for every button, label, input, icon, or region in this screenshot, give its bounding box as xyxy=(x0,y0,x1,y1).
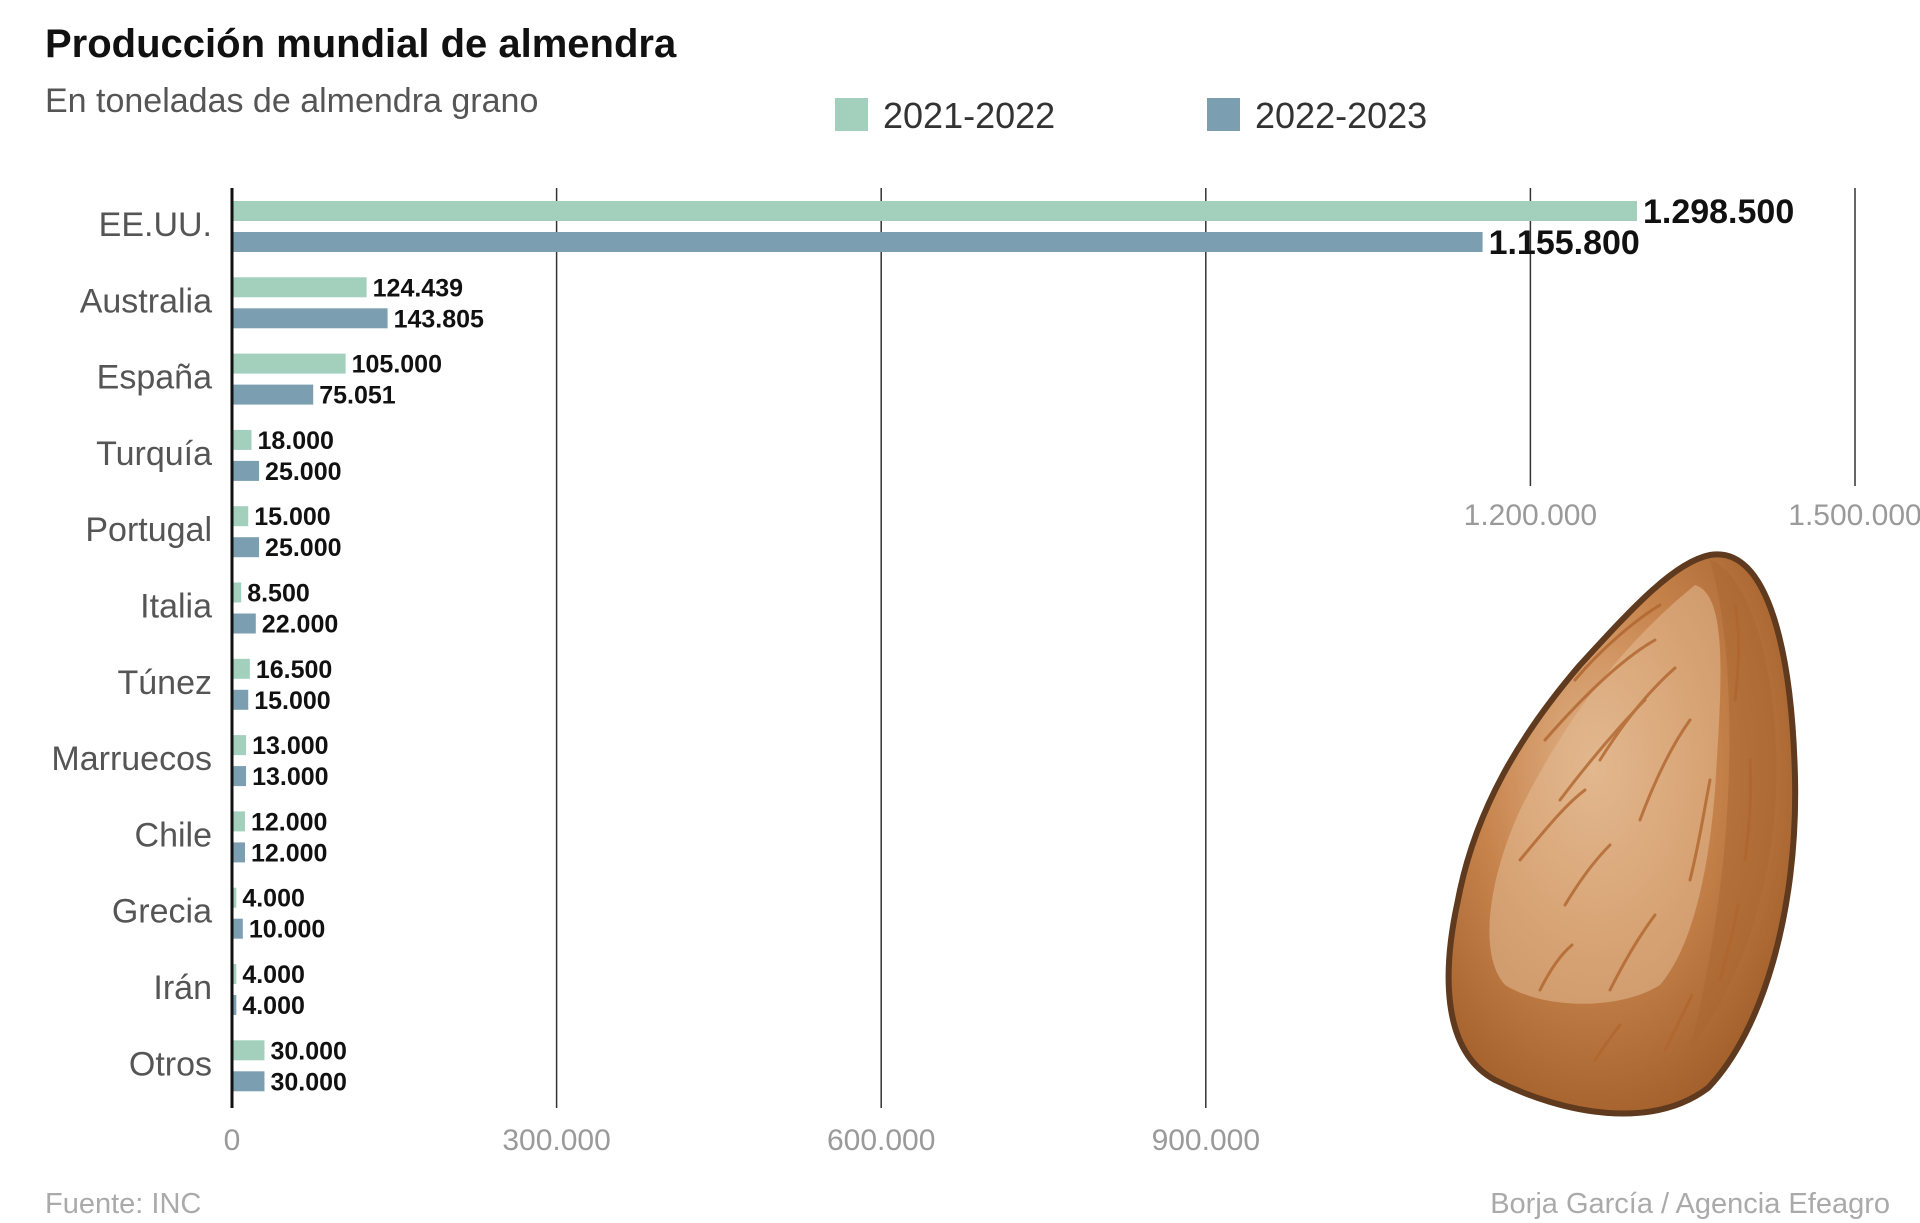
bar-2021-2022 xyxy=(232,964,237,984)
credit-note: Borja García / Agencia Efeagro xyxy=(1490,1188,1890,1220)
category-label: EE.UU. xyxy=(99,206,212,244)
bar-2022-2023 xyxy=(232,1071,265,1092)
bar-2021-2022 xyxy=(232,811,245,832)
category-label: España xyxy=(97,359,212,397)
data-label: 124.439 xyxy=(373,274,463,302)
category-label: Portugal xyxy=(85,511,212,549)
chart-title: Producción mundial de almendra xyxy=(45,22,677,66)
bar-2021-2022 xyxy=(232,1040,265,1061)
bar-2021-2022 xyxy=(232,582,242,603)
category-label: Túnez xyxy=(118,664,213,702)
data-label: 16.500 xyxy=(256,656,332,684)
x-tick-label: 0 xyxy=(224,1124,241,1157)
data-label: 12.000 xyxy=(251,808,327,836)
data-label: 75.051 xyxy=(319,382,396,410)
data-label: 10.000 xyxy=(249,916,325,944)
category-label: Italia xyxy=(140,588,212,626)
category-label: Australia xyxy=(80,282,212,320)
bar-2022-2023 xyxy=(232,766,247,787)
bar-2022-2023 xyxy=(232,537,260,558)
bar-2022-2023 xyxy=(232,232,1483,252)
bar-2021-2022 xyxy=(232,277,367,298)
bar-2021-2022 xyxy=(232,658,250,679)
x-tick-label: 1.200.000 xyxy=(1464,499,1597,532)
chart-subtitle: En toneladas de almendra grano xyxy=(45,82,538,120)
x-tick-label: 300.000 xyxy=(502,1124,610,1157)
data-label: 13.000 xyxy=(252,763,328,791)
bar-2022-2023 xyxy=(232,613,256,634)
category-label: Grecia xyxy=(112,893,212,931)
x-axis-tick-labels: 0 300.000 600.000 900.000 1.200.000 1.500.000 xyxy=(224,499,1920,1157)
data-label: 12.000 xyxy=(251,839,327,867)
data-label: 8.500 xyxy=(247,580,310,608)
bar-2021-2022 xyxy=(232,735,247,756)
source-note: Fuente: INC xyxy=(45,1188,201,1220)
bar-2021-2022 xyxy=(232,201,1637,221)
legend-swatch-2021-2022 xyxy=(835,98,868,131)
bar-2022-2023 xyxy=(232,995,237,1015)
x-tick-label: 600.000 xyxy=(827,1124,935,1157)
data-label: 4.000 xyxy=(242,992,305,1020)
data-label: 30.000 xyxy=(270,1068,346,1096)
gridlines xyxy=(555,188,1856,1108)
legend-label-2021-2022: 2021-2022 xyxy=(883,95,1055,136)
x-tick-label: 1.500.000 xyxy=(1788,499,1920,532)
data-label: 105.000 xyxy=(352,351,442,379)
category-label: Marruecos xyxy=(51,740,212,778)
legend: 2021-2022 2022-2023 xyxy=(835,95,1427,136)
bar-2022-2023 xyxy=(232,308,388,329)
data-label: 15.000 xyxy=(254,687,330,715)
bar-2022-2023 xyxy=(232,384,314,405)
bar-2022-2023 xyxy=(232,460,260,481)
data-label: 15.000 xyxy=(254,503,330,531)
bar-2021-2022 xyxy=(232,429,252,450)
bar-2021-2022 xyxy=(232,887,237,908)
almond-icon xyxy=(1445,551,1799,1117)
category-label: Chile xyxy=(135,816,212,854)
almond-illustration xyxy=(1445,551,1799,1117)
category-label: Turquía xyxy=(96,435,212,473)
data-label: 143.805 xyxy=(394,305,484,333)
bar-2021-2022 xyxy=(232,353,346,374)
legend-label-2022-2023: 2022-2023 xyxy=(1255,95,1427,136)
data-label: 25.000 xyxy=(265,534,341,562)
legend-swatch-2022-2023 xyxy=(1207,98,1240,131)
bar-2022-2023 xyxy=(232,842,245,863)
data-label: 4.000 xyxy=(242,885,305,913)
bar-2021-2022 xyxy=(232,506,249,527)
category-labels: EE.UU. Australia España Turquía Portugal Ital… xyxy=(51,206,212,1083)
bars xyxy=(232,201,1637,1092)
data-label: 13.000 xyxy=(252,732,328,760)
data-label: 25.000 xyxy=(265,458,341,486)
data-label: 4.000 xyxy=(242,961,305,989)
category-label: Otros xyxy=(129,1045,212,1083)
data-label: 18.000 xyxy=(257,427,333,455)
bar-2022-2023 xyxy=(232,689,249,710)
data-label: 30.000 xyxy=(270,1037,346,1065)
bar-2022-2023 xyxy=(232,918,243,939)
data-label: 1.298.500 xyxy=(1643,193,1794,231)
x-tick-label: 900.000 xyxy=(1152,1124,1260,1157)
category-label: Irán xyxy=(153,969,212,1007)
data-label: 22.000 xyxy=(262,611,338,639)
data-label: 1.155.800 xyxy=(1489,224,1640,262)
